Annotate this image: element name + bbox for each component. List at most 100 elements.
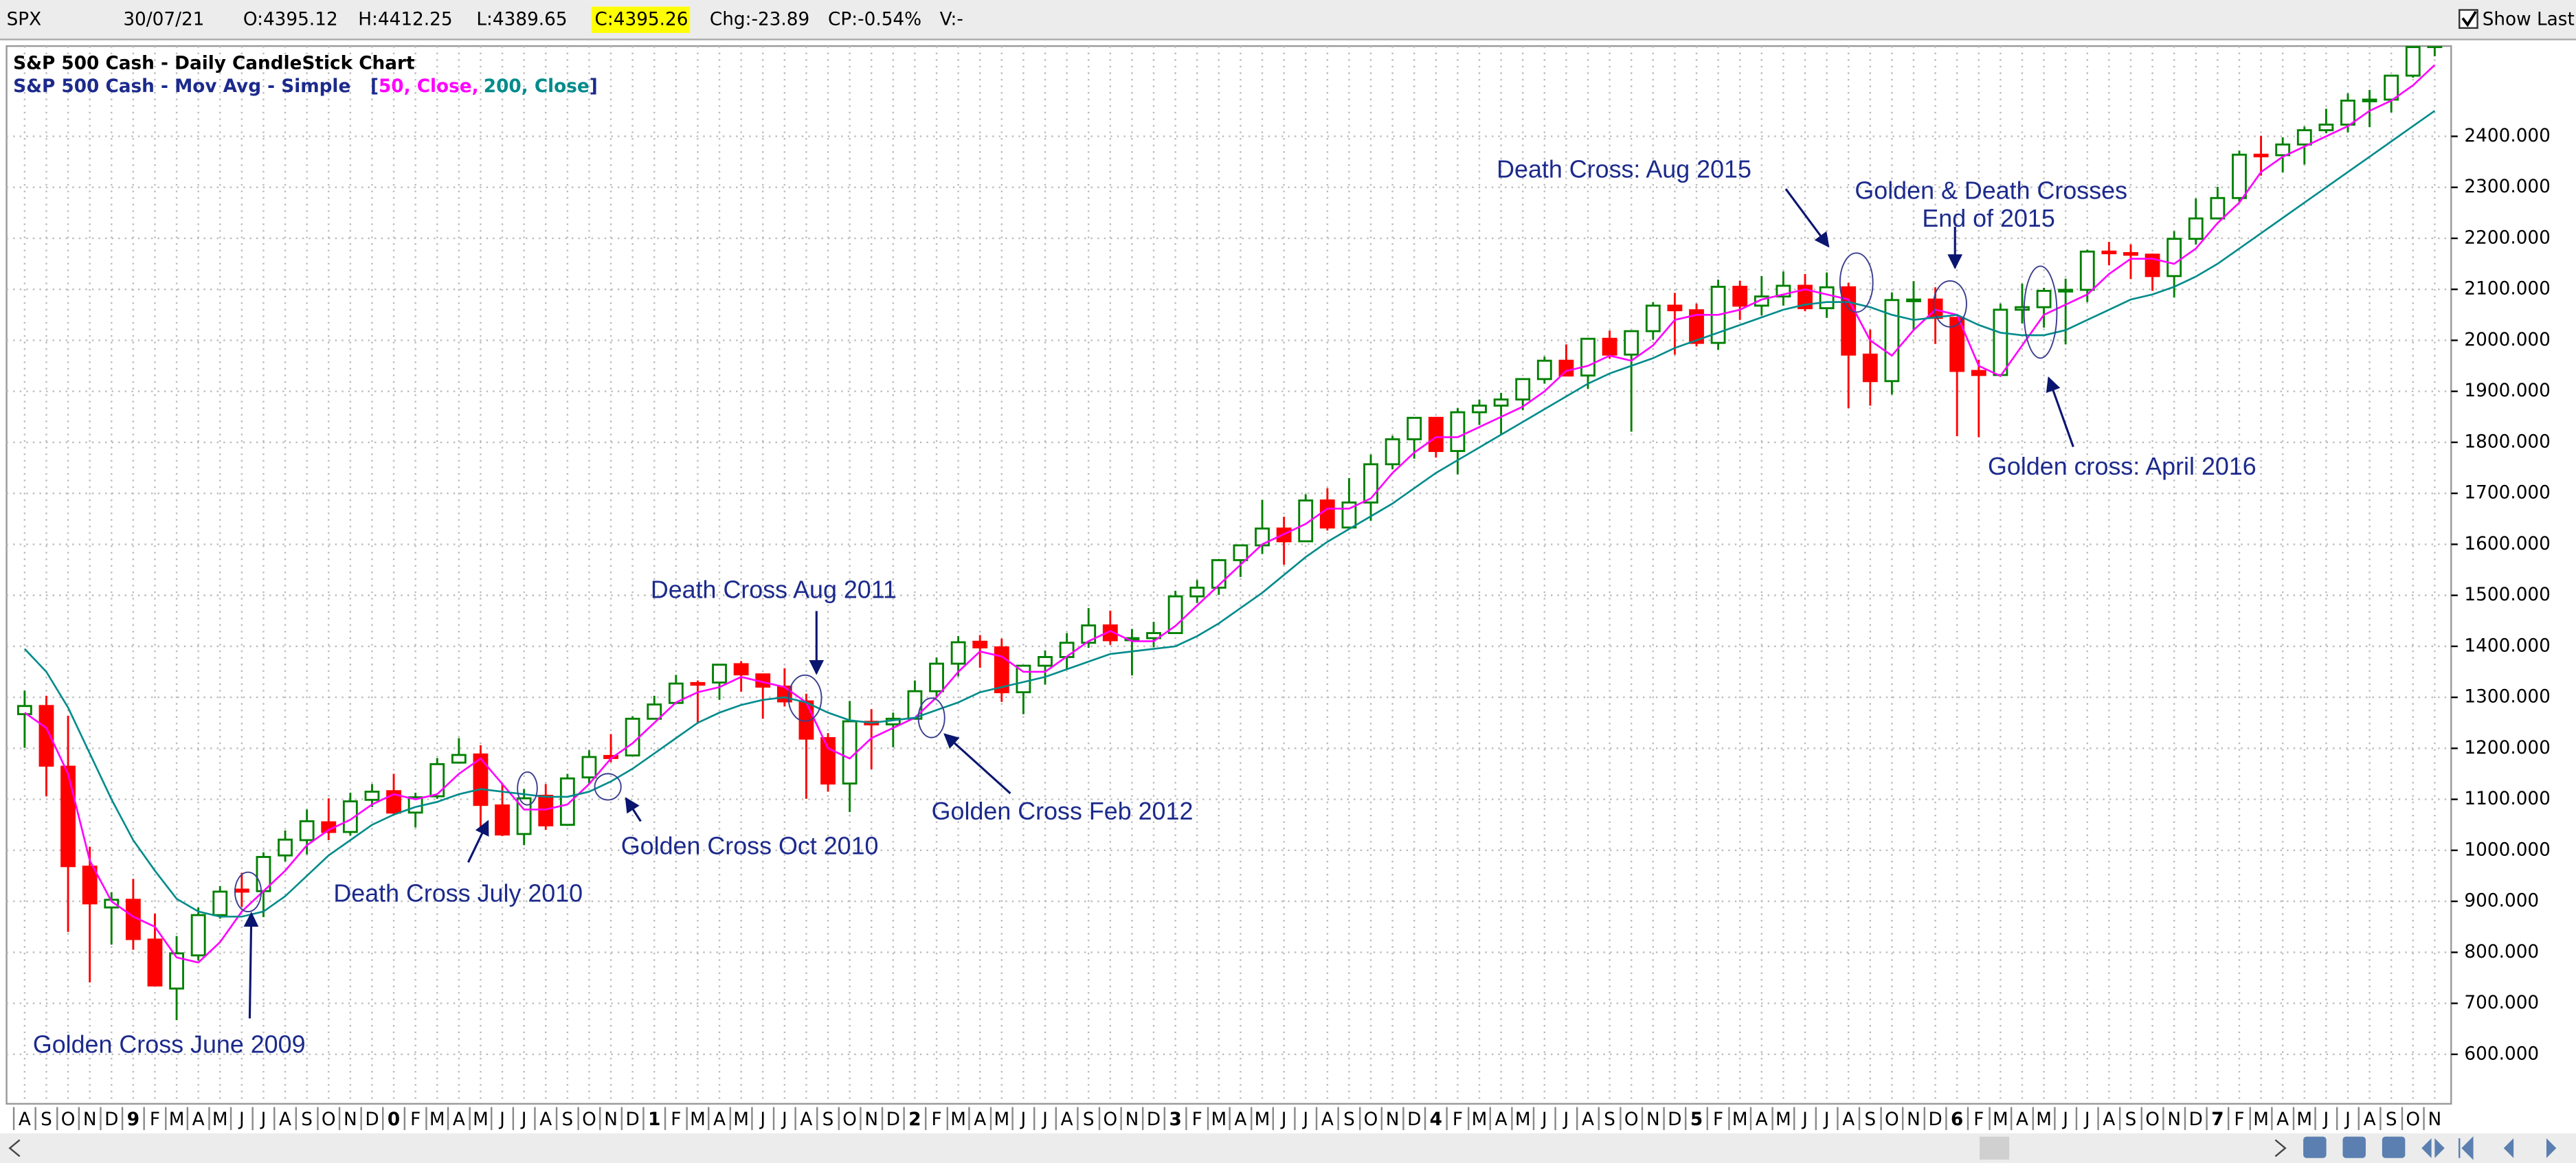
x-tick-label: O: [842, 1109, 857, 1130]
x-tick-label: A: [192, 1109, 205, 1130]
candle-body: [820, 737, 836, 785]
x-tick-label: A: [1842, 1109, 1855, 1130]
volume: V:-: [940, 9, 963, 30]
x-tick-label: J: [260, 1109, 267, 1130]
x-tick-label: F: [410, 1109, 421, 1130]
x-tick-label: N: [2167, 1109, 2181, 1130]
y-tick-label: 900.000: [2464, 891, 2539, 912]
x-tick-label: S: [2125, 1109, 2137, 1130]
close: C:4395.26: [595, 9, 688, 30]
show-last-label[interactable]: Show Last: [2483, 9, 2575, 30]
scroll-arrows[interactable]: [8, 1139, 2287, 1158]
y-tick-label: 1100.000: [2464, 789, 2550, 809]
cross-marker: [234, 871, 262, 913]
x-tick-label: M: [733, 1109, 749, 1130]
candle-body: [581, 756, 597, 779]
candle-body: [1059, 642, 1075, 658]
candle-body: [1189, 587, 1205, 598]
legend-entry: 50, Close,: [379, 76, 479, 97]
candle-body: [2188, 217, 2204, 240]
x-tick-label: J: [498, 1109, 505, 1130]
x-tick-label: M: [950, 1109, 966, 1130]
x-tick-label: A: [1582, 1109, 1594, 1130]
x-tick-label: M: [473, 1109, 489, 1130]
y-tick-label: 1300.000: [2464, 687, 2550, 708]
scroll-thumb[interactable]: [1980, 1136, 2010, 1160]
high: H:4412.25: [358, 9, 452, 30]
x-tick-label: A: [2103, 1109, 2115, 1130]
x-tick-label: J: [781, 1109, 787, 1130]
toolbar-button[interactable]: [2459, 1136, 2474, 1160]
candle-body: [1862, 353, 1878, 383]
candle-body: [451, 754, 467, 764]
x-tick-label: M: [212, 1109, 228, 1130]
x-tick-label: J: [2344, 1109, 2351, 1130]
x-tick-label: A: [1756, 1109, 1768, 1130]
scrollbar[interactable]: [0, 1133, 2576, 1163]
x-tick-label: M: [690, 1109, 706, 1130]
candle-body: [1472, 405, 1487, 414]
toolbar-button[interactable]: [2421, 1138, 2445, 1158]
toolbar-button[interactable]: [2382, 1136, 2406, 1158]
candle-body: [299, 820, 315, 842]
candle-body: [2427, 46, 2443, 48]
candle-body: [690, 681, 706, 686]
x-tick-label: A: [1061, 1109, 1073, 1130]
candle-body: [1167, 595, 1183, 635]
candle-body: [1971, 370, 1986, 376]
candle-body: [2015, 306, 2030, 311]
toolbar-button[interactable]: [2303, 1136, 2327, 1158]
candle-body: [2232, 153, 2247, 199]
candle-body: [2036, 289, 2052, 308]
moving-average-line: [23, 110, 2436, 918]
y-tick-label: 1000.000: [2464, 839, 2550, 860]
candle-body: [1407, 416, 1422, 440]
x-tick-label: F: [1973, 1109, 1984, 1130]
x-tick-label: N: [604, 1109, 618, 1130]
candle-body: [1211, 558, 1227, 589]
x-tick-label: O: [2145, 1109, 2160, 1130]
candle-body: [842, 720, 858, 785]
candle-body: [950, 641, 966, 665]
annotation: Golden Cross Oct 2010: [621, 832, 879, 859]
x-tick-label: J: [759, 1109, 765, 1130]
candle-body: [1906, 298, 1921, 302]
y-tick-label: 1700.000: [2464, 483, 2550, 504]
candle-body: [1450, 411, 1466, 452]
candle-body: [2166, 238, 2182, 278]
x-tick-label: M: [1255, 1109, 1270, 1130]
x-tick-label: S: [561, 1109, 573, 1130]
change-pct: CP:-0.54%: [828, 9, 921, 30]
x-tick-label: S: [1343, 1109, 1355, 1130]
y-tick-label: 2200.000: [2464, 227, 2550, 248]
x-tick-label: 9: [127, 1109, 139, 1130]
x-tick-label: 1: [648, 1109, 660, 1130]
arrow: [943, 733, 1011, 795]
x-tick-label: M: [169, 1109, 185, 1130]
x-tick-label: J: [1541, 1109, 1547, 1130]
y-tick-label: 2100.000: [2464, 279, 2550, 300]
x-tick-label: F: [1453, 1109, 1463, 1130]
candle-body: [2340, 100, 2355, 126]
x-tick-label: M: [1993, 1109, 2008, 1130]
x-tick-label: O: [1624, 1109, 1639, 1130]
x-tick-label: O: [61, 1109, 76, 1130]
candle-body: [2101, 250, 2117, 255]
candle-body: [1602, 337, 1617, 356]
x-tick-label: D: [1407, 1109, 1421, 1130]
x-tick-label: 7: [2211, 1109, 2224, 1130]
x-tick-label: N: [1386, 1109, 1400, 1130]
candle-body: [1102, 624, 1118, 642]
candle-body: [559, 777, 575, 826]
candle-body: [190, 914, 206, 957]
x-tick-label: A: [453, 1109, 465, 1130]
x-tick-label: M: [2036, 1109, 2052, 1130]
x-tick-label: S: [822, 1109, 834, 1130]
x-tick-label: D: [1147, 1109, 1161, 1130]
toolbar-button[interactable]: [2342, 1136, 2366, 1158]
y-tick-label: 1600.000: [2464, 534, 2550, 554]
x-tick-label: D: [104, 1109, 118, 1130]
candle-body: [234, 888, 249, 893]
candle-body: [278, 838, 293, 857]
